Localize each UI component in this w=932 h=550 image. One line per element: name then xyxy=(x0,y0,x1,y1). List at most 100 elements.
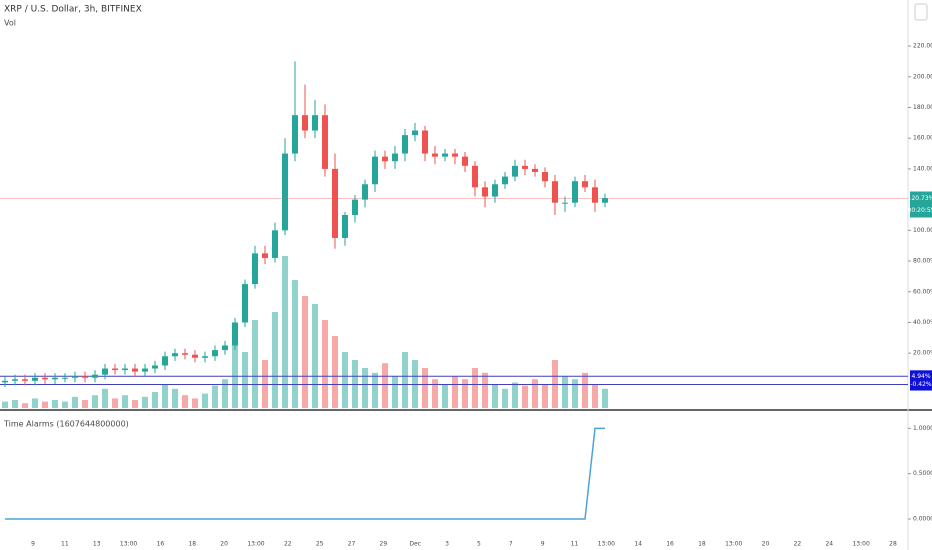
x-tick-label: 7 xyxy=(509,541,513,548)
x-tick-label: 16 xyxy=(666,541,674,548)
volume-bar xyxy=(332,336,338,408)
x-tick-label: 5 xyxy=(477,541,481,548)
candle-body xyxy=(562,202,568,204)
volume-bar xyxy=(42,401,48,408)
volume-bar xyxy=(602,388,608,408)
y-tick-label: 140.00% xyxy=(913,165,932,172)
volume-bar xyxy=(502,388,508,408)
volume-bar xyxy=(382,363,388,408)
indicator-title: Time Alarms (1607644800000) xyxy=(3,420,129,429)
candle-body xyxy=(482,187,488,197)
candle-body xyxy=(182,353,188,355)
x-tick-label: 27 xyxy=(348,541,356,548)
volume-bar xyxy=(182,395,188,408)
x-tick-label: 20 xyxy=(762,541,770,548)
candle-body xyxy=(212,350,218,357)
candle-body xyxy=(402,135,408,154)
x-tick-label: 29 xyxy=(380,541,388,548)
candle-body xyxy=(82,376,88,378)
candle-body xyxy=(572,181,578,203)
x-tick-label: 18 xyxy=(698,541,706,548)
volume-bar xyxy=(172,388,178,408)
candle-body xyxy=(342,214,348,239)
x-tick-label: 13:00 xyxy=(247,541,264,548)
candle-body xyxy=(202,356,208,358)
x-tick-label: 13:00 xyxy=(120,541,137,548)
volume-bar xyxy=(402,352,408,408)
candle-body xyxy=(492,184,498,197)
x-tick-label: 18 xyxy=(188,541,196,548)
y-tick-label: 20.00% xyxy=(913,350,932,357)
candle-body xyxy=(442,153,448,157)
x-tick-label: 3 xyxy=(445,541,449,548)
settings-button[interactable] xyxy=(914,3,928,21)
volume-bar xyxy=(322,320,328,408)
candle-body xyxy=(152,365,158,369)
x-tick-label: 22 xyxy=(794,541,802,548)
x-tick-label: 28 xyxy=(889,541,897,548)
level-label-bg xyxy=(910,378,932,391)
indicator-line xyxy=(5,427,605,520)
candle-body xyxy=(32,377,38,381)
volume-bar xyxy=(542,384,548,408)
candle-body xyxy=(62,377,68,379)
x-tick-label: 11 xyxy=(61,541,69,548)
volume-bar xyxy=(472,368,478,408)
candle-body xyxy=(132,368,138,372)
volume-bar xyxy=(582,372,588,408)
candle-body xyxy=(222,345,228,351)
volume-bar xyxy=(422,368,428,408)
candle-body xyxy=(332,168,338,239)
candle-body xyxy=(512,165,518,177)
y-tick-label: 0.50000 xyxy=(913,470,932,477)
volume-bar xyxy=(162,384,168,408)
candle-body xyxy=(272,230,278,258)
countdown-label: 00:20:55 xyxy=(908,207,932,214)
volume-bar xyxy=(342,352,348,408)
volume-bar xyxy=(12,400,18,408)
level-label: -0.42% xyxy=(910,381,932,388)
volume-bar xyxy=(122,395,128,408)
volume-bar xyxy=(82,400,88,408)
volume-bar xyxy=(532,379,538,408)
candle-body xyxy=(162,356,168,366)
candle-body xyxy=(552,181,558,203)
current-price-bg xyxy=(910,191,932,218)
candle-body xyxy=(602,198,608,203)
volume-bar xyxy=(262,360,268,408)
candle-body xyxy=(352,199,358,215)
candle-body xyxy=(252,253,258,285)
candle-body xyxy=(472,165,478,188)
candle-body xyxy=(12,379,18,381)
candle-body xyxy=(312,115,318,131)
candle-body xyxy=(172,353,178,357)
volume-bar xyxy=(312,304,318,408)
candle-body xyxy=(502,176,508,185)
candle-body xyxy=(102,368,108,375)
volume-bar xyxy=(132,400,138,408)
candle-body xyxy=(362,184,368,200)
candle-body xyxy=(542,171,548,182)
y-tick-label: 0.00000 xyxy=(913,515,932,522)
volume-bar xyxy=(412,360,418,408)
volume-bar xyxy=(192,398,198,408)
volume-bar xyxy=(572,379,578,408)
candle-body xyxy=(302,115,308,131)
volume-bar xyxy=(222,379,228,408)
candle-body xyxy=(462,156,468,166)
volume-bar xyxy=(452,376,458,408)
candle-body xyxy=(322,115,328,169)
candle-body xyxy=(522,165,528,169)
x-tick-label: 13 xyxy=(93,541,101,548)
candle-body xyxy=(432,153,438,157)
volume-bar xyxy=(252,320,258,408)
volume-label: Vol xyxy=(4,19,16,28)
volume-bar xyxy=(592,384,598,408)
x-tick-label: 22 xyxy=(284,541,292,548)
x-tick-label: Dec xyxy=(409,541,421,548)
candle-body xyxy=(192,354,198,358)
y-tick-label: 100.00% xyxy=(913,227,932,234)
volume-bar xyxy=(512,382,518,408)
volume-bar xyxy=(302,296,308,408)
